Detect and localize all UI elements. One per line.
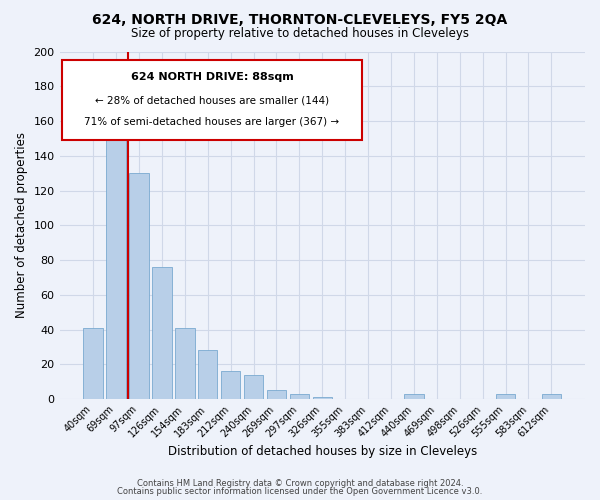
Text: 624 NORTH DRIVE: 88sqm: 624 NORTH DRIVE: 88sqm (131, 72, 293, 82)
Text: 71% of semi-detached houses are larger (367) →: 71% of semi-detached houses are larger (… (85, 116, 340, 126)
Bar (221, 372, 241, 399)
Text: 624, NORTH DRIVE, THORNTON-CLEVELEYS, FY5 2QA: 624, NORTH DRIVE, THORNTON-CLEVELEYS, FY… (92, 12, 508, 26)
Bar (198, 350, 217, 399)
Bar (496, 394, 515, 399)
Bar (152, 267, 172, 399)
Text: Contains public sector information licensed under the Open Government Licence v3: Contains public sector information licen… (118, 487, 482, 496)
Bar (404, 394, 424, 399)
Text: Contains HM Land Registry data © Crown copyright and database right 2024.: Contains HM Land Registry data © Crown c… (137, 478, 463, 488)
Bar (83, 328, 103, 399)
Bar (542, 394, 561, 399)
Y-axis label: Number of detached properties: Number of detached properties (15, 132, 28, 318)
Text: Size of property relative to detached houses in Cleveleys: Size of property relative to detached ho… (131, 28, 469, 40)
Bar (129, 173, 149, 399)
Bar (313, 398, 332, 399)
Bar (267, 390, 286, 399)
Bar (244, 375, 263, 399)
Bar (290, 394, 309, 399)
Bar (175, 328, 194, 399)
Text: ← 28% of detached houses are smaller (144): ← 28% of detached houses are smaller (14… (95, 95, 329, 105)
Bar (106, 124, 126, 399)
X-axis label: Distribution of detached houses by size in Cleveleys: Distribution of detached houses by size … (167, 444, 477, 458)
FancyBboxPatch shape (62, 60, 362, 140)
